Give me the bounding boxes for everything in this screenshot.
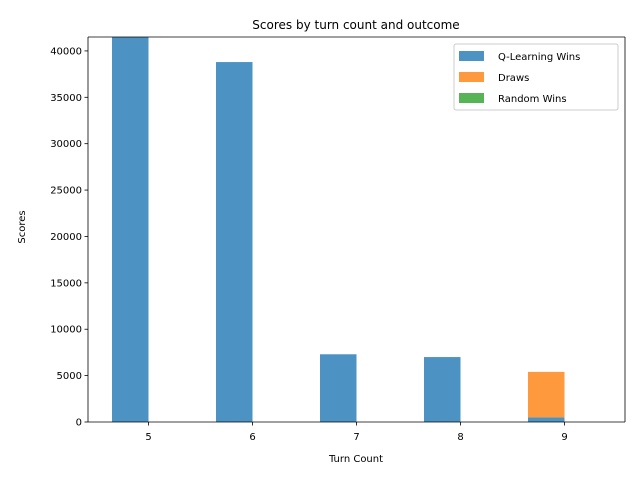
legend-label: Draws [498,73,529,84]
y-tick-label: 15000 [50,278,82,289]
x-tick-label: 5 [145,432,151,443]
x-tick-label: 8 [457,432,463,443]
bar-draws-9 [528,371,565,418]
y-tick-label: 25000 [50,186,82,197]
legend-swatch [459,93,484,103]
legend-swatch [459,72,484,82]
bars-layer [112,37,565,423]
legend: Q-Learning Wins Draws Random Wins [453,43,619,111]
legend-box [453,43,619,111]
y-tick-label: 30000 [50,139,82,150]
y-tick-label: 10000 [50,325,82,336]
chart-title: Scores by turn count and outcome [252,18,459,32]
x-tick-label: 7 [353,432,359,443]
bar-q-learning-wins-7 [320,354,357,422]
bar-q-learning-wins-6 [216,62,253,423]
bar-q-learning-wins-9 [528,417,565,422]
bar-q-learning-wins-5 [112,37,149,422]
legend-label: Random Wins [498,94,567,105]
y-tick-label: 0 [76,418,82,429]
y-tick-label: 40000 [50,46,82,57]
x-tick-label: 9 [561,432,567,443]
x-tick-label: 6 [249,432,255,443]
x-axis-label: Turn Count [328,454,383,465]
y-axis-label: Scores [17,210,28,243]
ticks-layer: 0 5000 10000 15000 20000 25000 30000 35000 40000… [50,46,568,443]
y-tick-label: 35000 [50,93,82,104]
bar-q-learning-wins-8 [424,357,461,422]
legend-label: Q-Learning Wins [498,52,580,63]
y-tick-label: 20000 [50,232,82,243]
legend-swatch [459,51,484,61]
y-tick-label: 5000 [57,371,82,382]
